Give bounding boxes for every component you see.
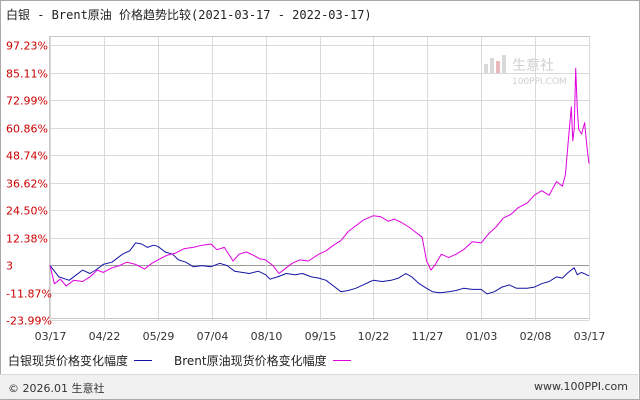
legend-label-silver: 白银现货价格变化幅度 bbox=[8, 354, 129, 368]
y-tick-label: 48.74% bbox=[6, 150, 48, 163]
watermark-name: 生意社 bbox=[512, 57, 554, 74]
y-tick-label: 85.11% bbox=[6, 68, 48, 81]
legend-label-brent: Brent原油现货价格变化幅度 bbox=[174, 354, 327, 368]
y-tick-label: 12.38% bbox=[6, 233, 48, 246]
x-tick-label: 08/10 bbox=[251, 330, 283, 343]
gridlines bbox=[50, 37, 590, 321]
series-line-silver bbox=[49, 242, 590, 295]
x-tick-label: 07/04 bbox=[197, 330, 229, 343]
chart-title: 白银 - Brent原油 价格趋势比较(2021-03-17 - 2022-03… bbox=[6, 8, 372, 22]
series-line-brent bbox=[49, 67, 590, 287]
y-tick-label: 72.99% bbox=[6, 95, 48, 108]
x-tick-label: 03/17 bbox=[35, 330, 67, 343]
x-tick-label: 04/22 bbox=[89, 330, 121, 343]
y-tick-label: 36.62% bbox=[6, 178, 48, 191]
plot-area bbox=[49, 36, 590, 319]
x-tick-label: 10/22 bbox=[358, 330, 390, 343]
footer: © 2026.01 生意社 www.100PPI.com bbox=[0, 374, 638, 399]
x-tick-label: 11/27 bbox=[412, 330, 444, 343]
y-tick-label: 97.23% bbox=[6, 40, 48, 53]
legend: 白银现货价格变化幅度 Brent原油现货价格变化幅度 bbox=[8, 352, 373, 369]
y-tick-label: -11.87% bbox=[6, 288, 52, 301]
copyright-text: © 2026.01 生意社 bbox=[8, 382, 105, 395]
watermark-url: 100PPI.COM bbox=[512, 77, 567, 87]
site-link[interactable]: www.100PPI.com bbox=[534, 380, 628, 393]
x-tick-label: 01/03 bbox=[466, 330, 498, 343]
x-tick-label: 02/08 bbox=[520, 330, 552, 343]
x-axis-ticks: 03/17 04/22 05/29 07/04 08/10 09/15 10/22 11/27… bbox=[35, 330, 606, 343]
watermark: 生意社 100PPI.COM bbox=[484, 55, 567, 87]
y-tick-label: 3 bbox=[6, 260, 13, 273]
y-axis-ticks: 97.23% 85.11% 72.99% 60.86% 48.74% 36.62% 24.5… bbox=[6, 40, 52, 328]
y-tick-label: 24.50% bbox=[6, 205, 48, 218]
y-tick-label: -23.99% bbox=[6, 315, 52, 328]
legend-swatch-brent bbox=[332, 360, 351, 361]
series-lines bbox=[49, 67, 590, 295]
x-tick-label: 05/29 bbox=[143, 330, 175, 343]
x-tick-label: 09/15 bbox=[305, 330, 337, 343]
bar-chart-logo-icon bbox=[484, 55, 506, 74]
x-tick-label: 03/17 bbox=[574, 330, 606, 343]
legend-swatch-silver bbox=[134, 360, 153, 361]
y-tick-label: 60.86% bbox=[6, 123, 48, 136]
